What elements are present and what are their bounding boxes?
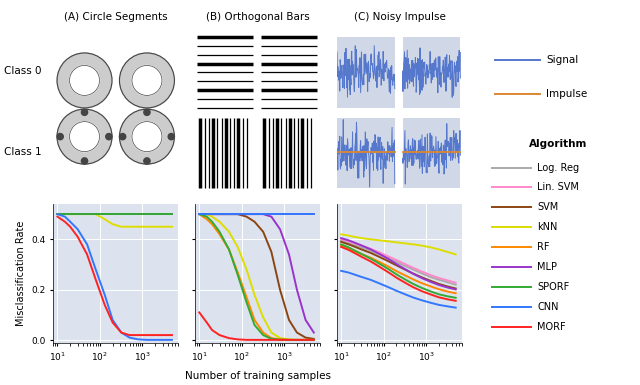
Text: SVM: SVM	[538, 203, 559, 212]
Circle shape	[106, 134, 112, 140]
Circle shape	[132, 65, 162, 95]
Text: CNN: CNN	[538, 302, 559, 312]
Circle shape	[168, 134, 175, 140]
Circle shape	[57, 109, 112, 164]
FancyBboxPatch shape	[403, 118, 460, 189]
Circle shape	[144, 109, 150, 116]
Text: MLP: MLP	[538, 262, 557, 272]
Text: Class 1: Class 1	[4, 147, 42, 157]
Circle shape	[120, 53, 175, 108]
Circle shape	[70, 65, 99, 95]
Text: kNN: kNN	[538, 222, 557, 232]
Circle shape	[81, 158, 88, 164]
Text: RF: RF	[538, 242, 550, 252]
Circle shape	[81, 109, 88, 116]
Text: (A) Circle Segments: (A) Circle Segments	[64, 12, 168, 22]
Circle shape	[57, 53, 112, 108]
Text: SPORF: SPORF	[538, 282, 570, 292]
Text: Impulse: Impulse	[547, 89, 588, 99]
Text: Number of training samples: Number of training samples	[184, 371, 331, 381]
Text: Lin. SVM: Lin. SVM	[538, 182, 579, 192]
Text: MORF: MORF	[538, 321, 566, 331]
FancyBboxPatch shape	[337, 37, 395, 108]
Text: Signal: Signal	[547, 55, 579, 65]
Text: (B) Orthogonal Bars: (B) Orthogonal Bars	[205, 12, 310, 22]
Text: Log. Reg: Log. Reg	[538, 162, 579, 172]
FancyBboxPatch shape	[337, 118, 395, 189]
Y-axis label: Misclassification Rate: Misclassification Rate	[16, 221, 26, 326]
Text: Class 0: Class 0	[4, 66, 42, 76]
FancyBboxPatch shape	[403, 37, 460, 108]
Circle shape	[120, 134, 125, 140]
Text: (C) Noisy Impulse: (C) Noisy Impulse	[353, 12, 445, 22]
Circle shape	[120, 109, 175, 164]
Circle shape	[70, 122, 99, 152]
Circle shape	[57, 134, 63, 140]
Circle shape	[144, 158, 150, 164]
Text: Algorithm: Algorithm	[529, 139, 588, 149]
Circle shape	[132, 122, 162, 152]
